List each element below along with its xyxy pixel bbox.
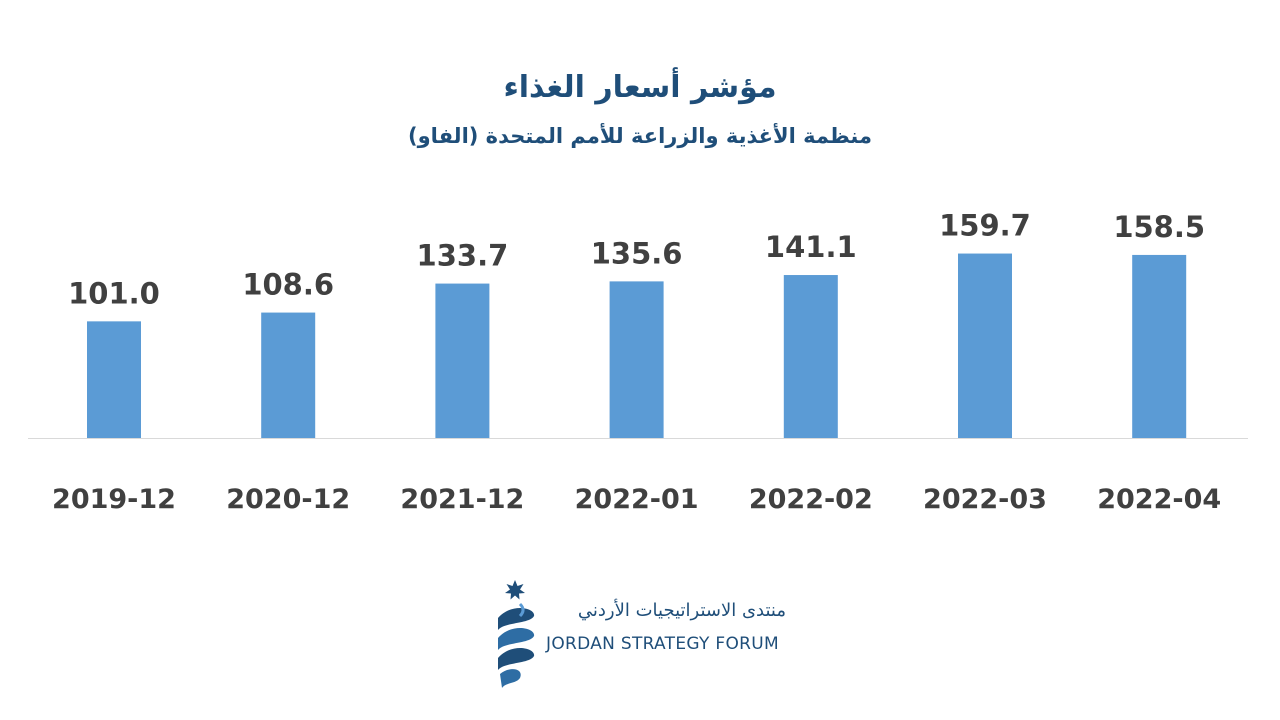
bar-2022-02 — [783, 275, 838, 438]
bar-2019-12 — [87, 321, 141, 438]
bar-2020-12 — [261, 312, 316, 438]
data-label-2020-12: 108.6 — [242, 268, 334, 302]
x-tick-label-2019-12: 2019-12 — [52, 484, 176, 515]
forum-emblem-icon — [498, 580, 535, 688]
chart-title: مؤشر أسعار الغذاء — [503, 70, 777, 105]
x-tick-label-2021-12: 2021-12 — [400, 484, 524, 515]
data-label-2019-12: 101.0 — [68, 276, 160, 310]
data-label-2022-04: 158.5 — [1113, 210, 1205, 244]
data-label-2022-03: 159.7 — [939, 209, 1031, 243]
x-tick-label-2022-02: 2022-02 — [749, 484, 873, 515]
bar-2022-03 — [958, 253, 1012, 438]
bar-2021-12 — [435, 283, 490, 438]
x-tick-label-2022-04: 2022-04 — [1097, 484, 1221, 515]
jordan-strategy-forum-logo: منتدى الاستراتيجيات الأردني JORDAN STRAT… — [490, 578, 810, 693]
bar-2022-04 — [1132, 254, 1187, 438]
forum-name-english: JORDAN STRATEGY FORUM — [546, 634, 779, 654]
bar-chart: 101.0 2019-12 108.6 2020-12 133.7 2021-12 135.… — [28, 209, 1248, 515]
bar-2022-01 — [609, 281, 664, 438]
data-label-2022-02: 141.1 — [765, 230, 857, 264]
x-tick-label-2022-01: 2022-01 — [575, 484, 699, 515]
data-label-2021-12: 133.7 — [417, 239, 509, 273]
forum-name-arabic: منتدى الاستراتيجيات الأردني — [577, 600, 786, 621]
x-tick-label-2022-03: 2022-03 — [923, 484, 1047, 515]
x-tick-label-2020-12: 2020-12 — [226, 484, 350, 515]
chart-subtitle: منظمة الأغذية والزراعة للأمم المتحدة (ال… — [408, 124, 872, 148]
data-label-2022-01: 135.6 — [591, 236, 683, 270]
